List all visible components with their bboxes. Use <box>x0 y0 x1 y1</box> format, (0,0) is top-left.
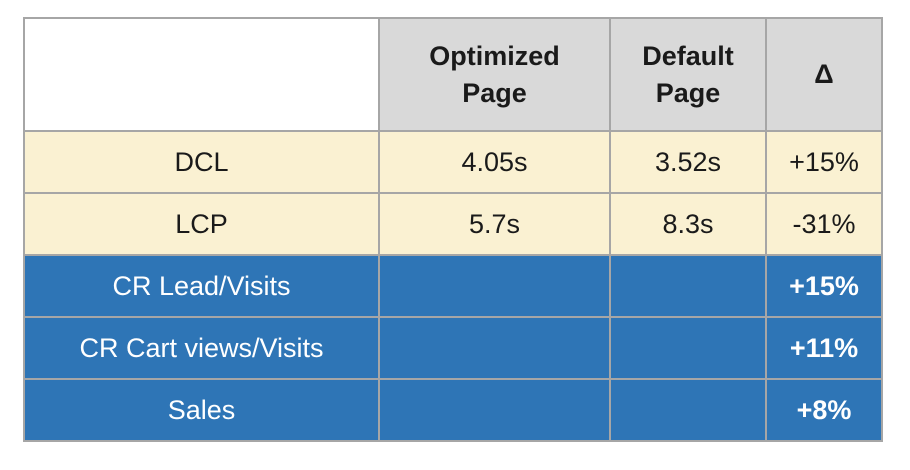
table-row-lcp: LCP 5.7s 8.3s -31% <box>23 192 883 256</box>
performance-comparison-table: Optimized Page Default Page Δ DCL 4.05s … <box>23 17 883 442</box>
dcl-delta-value: +15% <box>765 130 883 194</box>
table-row-cr-lead-visits: CR Lead/Visits +15% <box>23 254 883 318</box>
table-row-dcl: DCL 4.05s 3.52s +15% <box>23 130 883 194</box>
metric-label-dcl: DCL <box>23 130 380 194</box>
sales-default-value <box>609 378 767 442</box>
sales-delta-value: +8% <box>765 378 883 442</box>
metric-label-cr-cart-views-visits: CR Cart views/Visits <box>23 316 380 380</box>
table-row-sales: Sales +8% <box>23 378 883 442</box>
metric-label-lcp: LCP <box>23 192 380 256</box>
dcl-default-value: 3.52s <box>609 130 767 194</box>
cr-cart-delta-value: +11% <box>765 316 883 380</box>
sales-optimized-value <box>378 378 611 442</box>
cr-lead-optimized-value <box>378 254 611 318</box>
lcp-optimized-value: 5.7s <box>378 192 611 256</box>
column-header-delta: Δ <box>765 17 883 132</box>
column-header-optimized-page: Optimized Page <box>378 17 611 132</box>
cr-lead-delta-value: +15% <box>765 254 883 318</box>
corner-cell <box>23 17 380 132</box>
lcp-default-value: 8.3s <box>609 192 767 256</box>
column-header-default-page: Default Page <box>609 17 767 132</box>
cr-lead-default-value <box>609 254 767 318</box>
cr-cart-optimized-value <box>378 316 611 380</box>
metric-label-sales: Sales <box>23 378 380 442</box>
table-row-cr-cart-views-visits: CR Cart views/Visits +11% <box>23 316 883 380</box>
dcl-optimized-value: 4.05s <box>378 130 611 194</box>
metric-label-cr-lead-visits: CR Lead/Visits <box>23 254 380 318</box>
header-row: Optimized Page Default Page Δ <box>23 17 883 132</box>
lcp-delta-value: -31% <box>765 192 883 256</box>
cr-cart-default-value <box>609 316 767 380</box>
